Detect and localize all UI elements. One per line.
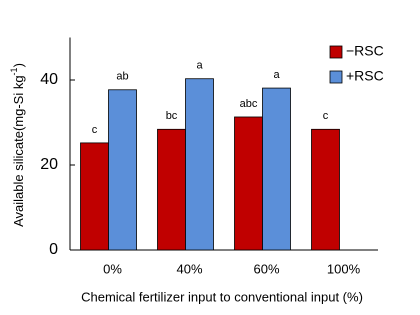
significance-label: c (92, 124, 98, 136)
significance-label: a (196, 60, 203, 72)
x-tick-label: 100% (327, 261, 361, 276)
significance-label: abc (240, 98, 258, 110)
y-tick-label: 20 (40, 156, 58, 173)
y-axis-label-sup: -1 (9, 67, 19, 75)
y-axis-label-suffix: ) (11, 63, 26, 67)
bar (157, 128, 186, 251)
legend-label: −RSC (346, 43, 384, 59)
bar (234, 116, 263, 251)
legend-swatch (329, 70, 343, 84)
bar (80, 142, 109, 251)
legend-swatch (329, 45, 343, 59)
significance-label: a (273, 69, 280, 81)
legend-label: +RSC (346, 68, 384, 84)
x-tick-label: 40% (176, 261, 202, 276)
bar (262, 87, 291, 251)
bar (185, 78, 214, 251)
y-axis-label-main: Available silicate(mg-Si kg (11, 75, 26, 227)
significance-label: ab (116, 71, 128, 83)
y-axis-label: Available silicate(mg-Si kg-1) (9, 63, 26, 227)
x-tick-label: 0% (103, 261, 122, 276)
x-tick-label: 60% (253, 261, 279, 276)
bar (108, 89, 137, 251)
significance-label: bc (166, 110, 178, 122)
y-tick-label: 40 (40, 71, 58, 88)
bar (311, 128, 340, 251)
y-tick-label: 0 (49, 241, 58, 258)
x-axis-label: Chemical fertilizer input to conventiona… (81, 289, 363, 304)
significance-label: c (323, 110, 329, 122)
